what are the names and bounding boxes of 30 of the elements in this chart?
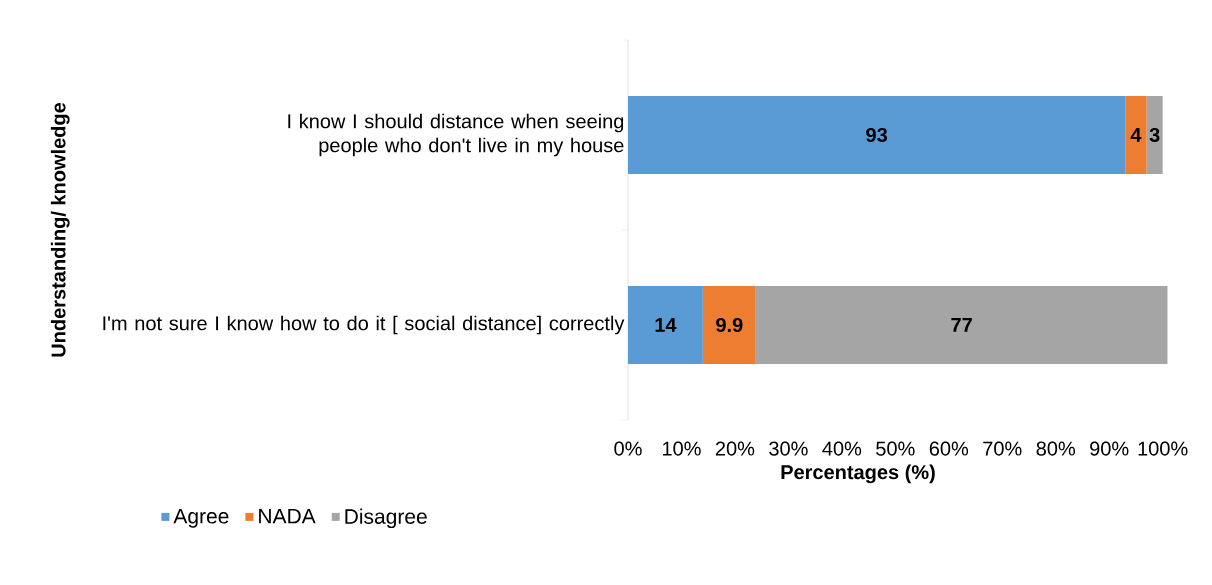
x-tick-label: 0%	[614, 441, 642, 456]
data-label: 14	[655, 318, 677, 332]
x-axis-title: Percentages (%)	[781, 464, 935, 484]
data-label: 77	[951, 318, 972, 332]
legend-label: Disagree	[345, 508, 427, 529]
x-tick-label: 90%	[1090, 441, 1129, 456]
data-label: 4	[1130, 128, 1142, 142]
bar	[755, 285, 1168, 364]
bar	[628, 285, 703, 364]
bar	[1125, 95, 1147, 174]
x-tick-label: 80%	[1036, 441, 1076, 456]
data-label: 93	[866, 127, 888, 143]
data-label: 3	[1149, 127, 1160, 143]
x-tick-label: 40%	[822, 441, 862, 456]
x-tick-label: 60%	[929, 441, 969, 456]
bar	[702, 285, 756, 364]
x-tick-label: 50%	[876, 441, 915, 456]
y-tick-label: I'm not sure I know how to do it [ social distance] correctly	[103, 315, 625, 335]
x-tick-label: 20%	[715, 441, 755, 456]
legend-label: NADA	[259, 508, 316, 524]
x-tick-label: 70%	[983, 441, 1022, 456]
x-tick-label: 30%	[769, 441, 808, 456]
bar	[628, 95, 1126, 174]
y-axis-title: Understanding/ knowledge	[50, 102, 70, 357]
legend-label: Agree	[173, 508, 229, 528]
data-label: 9.9	[716, 317, 743, 333]
x-tick-label: 10%	[662, 441, 701, 456]
x-tick-label: 100%	[1138, 441, 1188, 456]
y-tick-label: I know I should distance when seeing people who don't live in my house	[288, 113, 624, 157]
bar	[1146, 95, 1163, 174]
